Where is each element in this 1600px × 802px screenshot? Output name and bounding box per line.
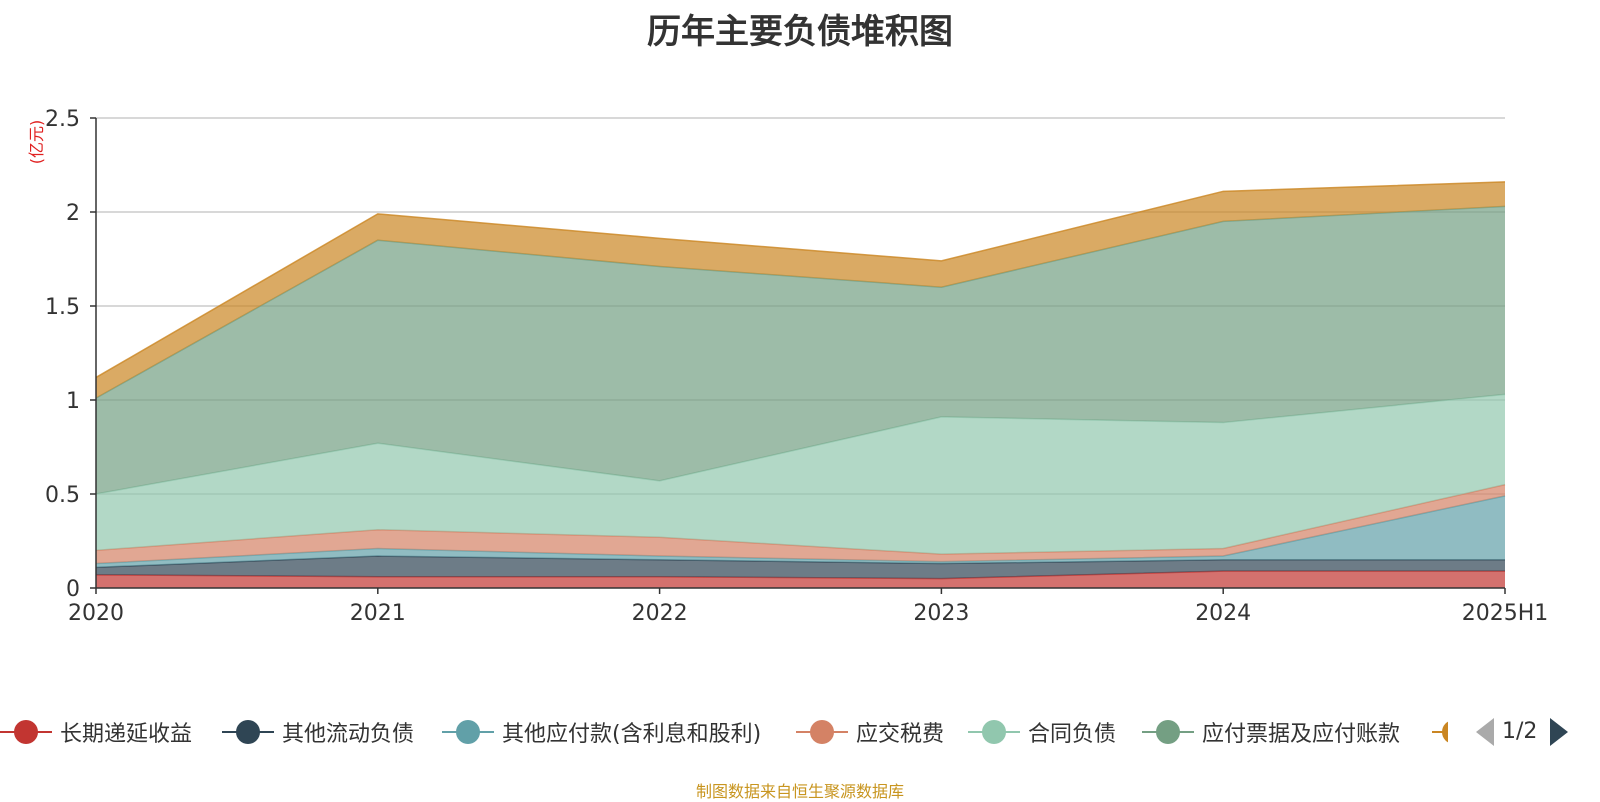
y-tick-label-1: 0.5 xyxy=(45,483,80,508)
legend-label: 应交税费 xyxy=(856,722,945,747)
legend-prev-icon[interactable] xyxy=(1476,718,1494,746)
legend-item-5[interactable]: 应付票据及应付账款 xyxy=(1142,716,1400,748)
x-tick-label-3: 2023 xyxy=(913,601,969,626)
legend-label: 应付票据及应付账款 xyxy=(1202,722,1401,747)
legend-item-partial[interactable] xyxy=(1432,716,1448,748)
legend-pager: 1/2 xyxy=(1470,716,1600,748)
y-tick-label-4: 2 xyxy=(66,201,80,226)
area-series-1 xyxy=(96,556,1505,579)
legend-marker-dot xyxy=(810,720,834,744)
x-tick-label-1: 2021 xyxy=(350,601,406,626)
legend-partial-dot xyxy=(1442,720,1448,744)
legend-label: 长期递延收益 xyxy=(60,722,193,747)
area-series-0 xyxy=(96,571,1505,588)
chart-title: 历年主要负债堆积图 xyxy=(647,12,953,52)
legend-item-4[interactable]: 合同负债 xyxy=(968,716,1116,748)
legend-marker-icon xyxy=(222,720,274,744)
legend-marker-dot xyxy=(982,720,1006,744)
legend-next-icon[interactable] xyxy=(1550,718,1568,746)
legend-marker-icon xyxy=(1142,720,1194,744)
area-series-6 xyxy=(96,181,1505,399)
y-tick-label-3: 1.5 xyxy=(45,295,80,320)
legend-partial-line xyxy=(1432,731,1448,733)
legend-item-1[interactable]: 其他流动负债 xyxy=(222,716,414,748)
x-tick-label-5: 2025H1 xyxy=(1462,601,1549,626)
x-tick-label-0: 2020 xyxy=(68,601,124,626)
legend-marker-icon xyxy=(0,720,52,744)
area-series-3 xyxy=(96,484,1505,564)
line-series-6 xyxy=(95,181,1506,379)
legend: 长期递延收益 其他流动负债 其他应付款(含利息和股利) 应交税费 合同负债 应付票据及应付… xyxy=(0,716,1600,748)
data-source-note: 制图数据来自恒生聚源数据库 xyxy=(695,782,904,801)
legend-marker-icon xyxy=(968,720,1020,744)
stacked-area-chart: 0 0.5 1 1.5 2 2.5 2020 2021 2022 2023 2024 2025H1 (亿… xyxy=(27,107,1549,626)
y-unit-label: (亿元) xyxy=(27,120,46,165)
legend-item-2[interactable]: 其他应付款(含利息和股利) xyxy=(442,716,761,748)
legend-marker-dot xyxy=(456,720,480,744)
x-tick-label-2: 2022 xyxy=(632,601,688,626)
y-tick-label-5: 2.5 xyxy=(45,107,80,132)
area-series-4 xyxy=(96,394,1505,555)
legend-label: 合同负债 xyxy=(1028,722,1117,747)
legend-item-0[interactable]: 长期递延收益 xyxy=(0,716,192,748)
y-tick-label-0: 0 xyxy=(66,577,80,602)
x-tick-label-4: 2024 xyxy=(1195,601,1251,626)
legend-page-indicator: 1/2 xyxy=(1502,719,1538,744)
legend-marker-dot xyxy=(236,720,260,744)
legend-item-3[interactable]: 应交税费 xyxy=(796,716,944,748)
area-series-2 xyxy=(96,495,1505,568)
legend-label: 其他应付款(含利息和股利) xyxy=(502,722,762,747)
legend-label: 其他流动负债 xyxy=(282,722,415,747)
legend-marker-icon xyxy=(796,720,848,744)
legend-marker-dot xyxy=(14,720,38,744)
y-tick-label-2: 1 xyxy=(66,389,80,414)
legend-marker-icon xyxy=(442,720,494,744)
area-series-5 xyxy=(96,206,1505,495)
legend-marker-dot xyxy=(1156,720,1180,744)
